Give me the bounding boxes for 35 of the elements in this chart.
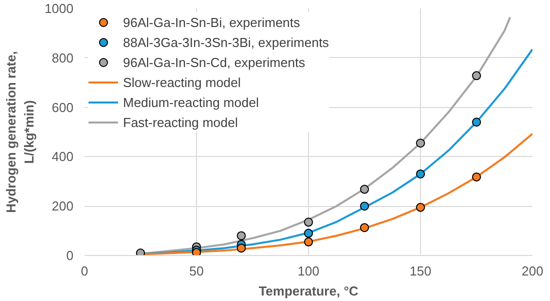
point — [416, 202, 425, 212]
y-tick-label: 400 — [52, 149, 74, 164]
point — [304, 218, 313, 227]
point — [304, 228, 313, 238]
point — [472, 172, 481, 182]
legend-label: 96Al-Ga-In-Sn-Cd, experiments — [123, 54, 306, 70]
point — [360, 223, 369, 232]
x-tick-label: 100 — [298, 264, 320, 278]
point — [360, 184, 369, 194]
y-tick-label: 600 — [52, 100, 74, 115]
legend-label: 88Al-3Ga-3In-3Sn-3Bi, experiments — [123, 34, 329, 50]
y-tick-label: 0 — [66, 248, 74, 263]
point — [304, 237, 313, 246]
y-tick-label: 1000 — [44, 1, 74, 16]
point — [360, 202, 369, 211]
legend-label: Slow-reacting model — [123, 74, 241, 90]
legend-label: Fast-reacting model — [123, 114, 238, 130]
point — [416, 170, 425, 178]
x-axis-title: Temperature, °C — [258, 284, 359, 298]
point — [236, 231, 246, 240]
legend-label: Medium-reacting model — [123, 94, 259, 110]
y-tick-label: 800 — [52, 50, 74, 66]
point — [416, 138, 425, 148]
x-tick-label: 200 — [522, 264, 544, 278]
legend-label: 96Al-Ga-In-Sn-Bi, experiments — [123, 14, 300, 30]
point — [136, 248, 145, 256]
x-tick-label: 0 — [80, 264, 88, 278]
point — [192, 248, 201, 256]
point — [236, 244, 246, 253]
x-tick-label: 50 — [189, 264, 204, 278]
point — [472, 71, 481, 80]
y-axis-title: Hydrogen generation rate, L/(kg*min) — [4, 51, 37, 213]
x-tick-label: 150 — [410, 264, 432, 278]
point — [472, 118, 481, 127]
y-tick-label: 200 — [52, 198, 74, 214]
